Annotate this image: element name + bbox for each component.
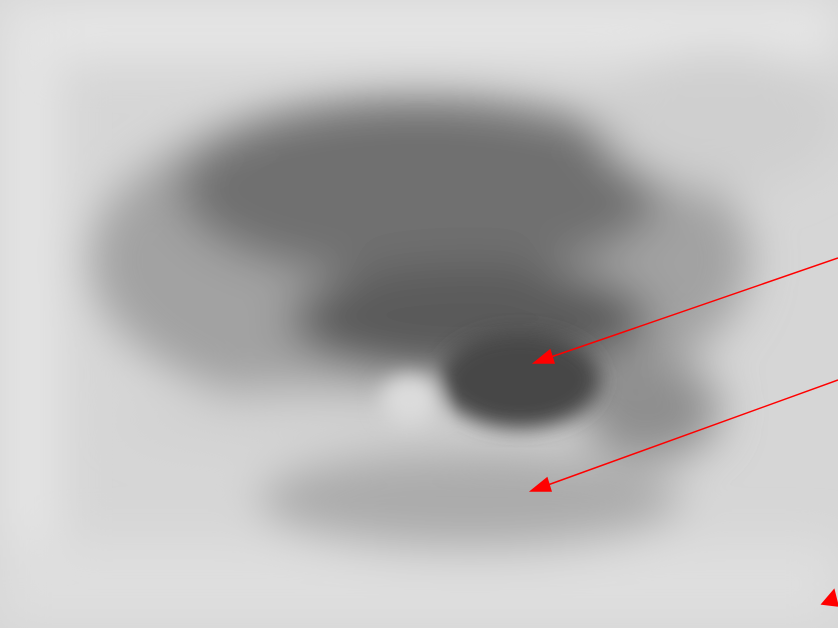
iris: [380, 332, 600, 428]
arrow-head: [528, 476, 553, 492]
arrow-head: [820, 588, 838, 607]
arrow-line: [547, 257, 838, 359]
annotation-arrows: [528, 257, 838, 607]
arrow-head: [531, 348, 556, 364]
arrow-line: [544, 379, 838, 487]
